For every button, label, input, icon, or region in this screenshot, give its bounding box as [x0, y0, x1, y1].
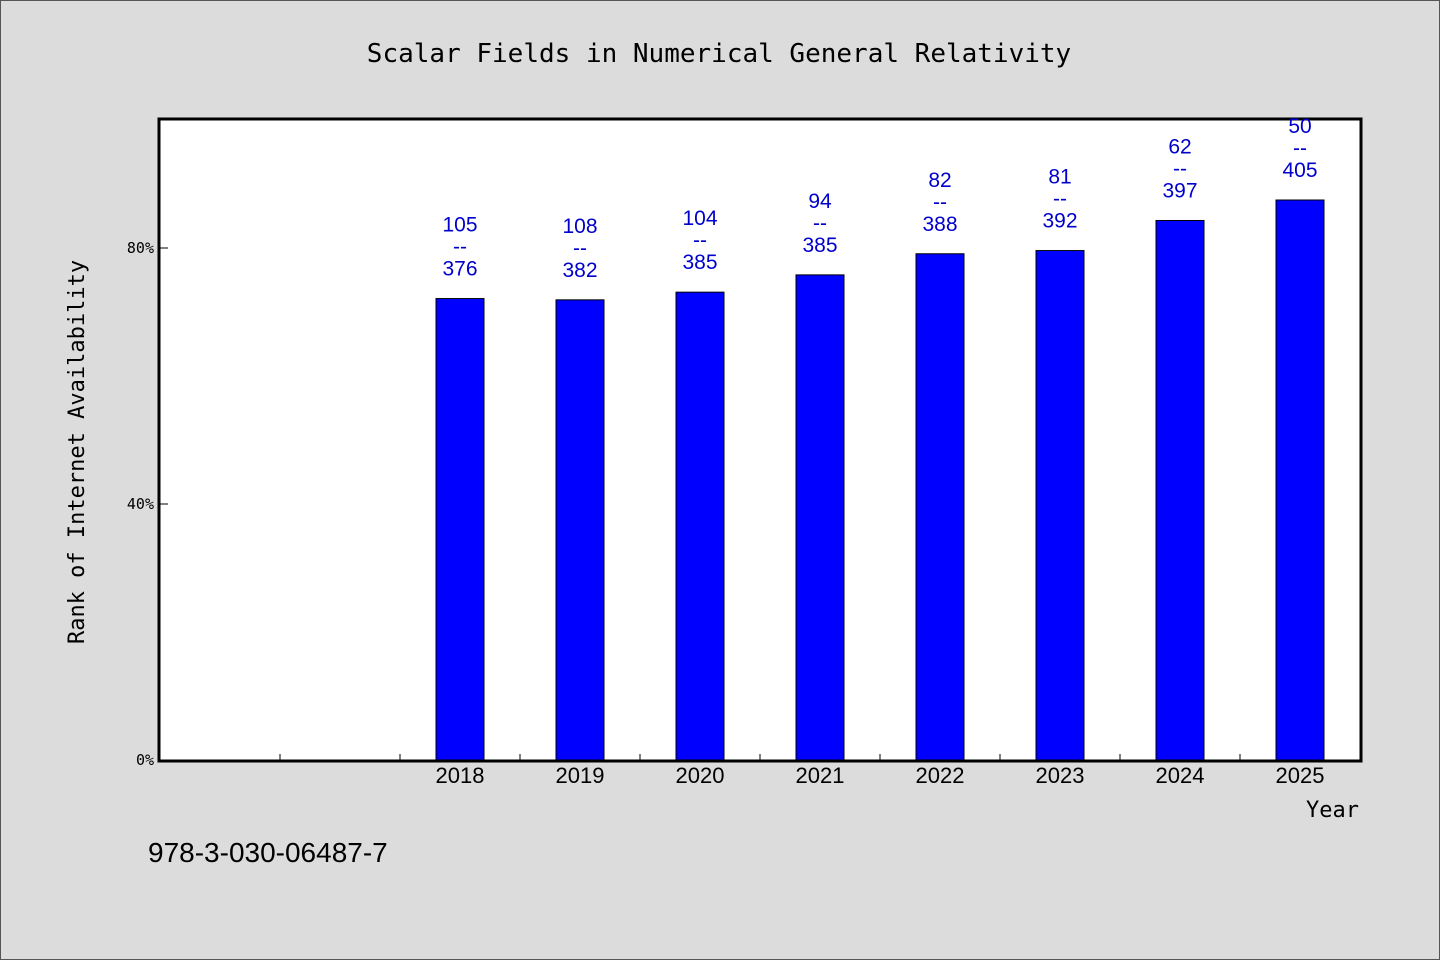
- bar: [555, 299, 605, 761]
- bar: [1035, 250, 1085, 761]
- x-tick-label: 2019: [556, 763, 605, 788]
- data-label: --: [453, 236, 467, 259]
- data-label: --: [573, 237, 587, 260]
- bar: [915, 253, 965, 761]
- x-tick-label: 2023: [1036, 763, 1085, 788]
- data-label: --: [1053, 188, 1067, 211]
- data-label: 82: [928, 169, 951, 192]
- x-axis-title: Year: [1306, 798, 1359, 823]
- y-axis-title: Rank of Internet Availability: [65, 260, 90, 644]
- data-label: 382: [562, 259, 597, 282]
- data-label: 405: [1282, 159, 1317, 182]
- x-tick-label: 2020: [676, 763, 725, 788]
- bar: [1155, 219, 1205, 761]
- data-label: --: [1173, 157, 1187, 180]
- axis-ticks: 0% 40% 80% 2018 2019 2020 2021 2022 2023 2024 2025: [127, 239, 1325, 788]
- chart-title: Scalar Fields in Numerical General Relat…: [367, 39, 1071, 69]
- y-tick-label: 0%: [136, 751, 154, 769]
- data-label: 108: [562, 215, 597, 238]
- data-label: --: [693, 229, 707, 252]
- data-label: --: [813, 212, 827, 235]
- data-label: 94: [808, 190, 832, 213]
- x-tick-label: 2021: [796, 763, 845, 788]
- x-tick-label: 2018: [436, 763, 485, 788]
- data-label: 62: [1168, 135, 1191, 158]
- bar: [795, 274, 845, 761]
- x-tick-label: 2025: [1276, 763, 1325, 788]
- data-label: 397: [1162, 179, 1197, 202]
- bars: [435, 199, 1325, 761]
- x-tick-label: 2022: [916, 763, 965, 788]
- data-label: 105: [442, 214, 477, 237]
- y-tick-label: 80%: [127, 239, 154, 257]
- data-label: 104: [682, 207, 717, 230]
- data-label: --: [1293, 137, 1307, 160]
- bar: [435, 298, 485, 761]
- data-labels: 105--376108--382104--38594--38582--38881…: [442, 115, 1317, 282]
- data-label: 376: [442, 258, 477, 281]
- data-label: 388: [922, 213, 957, 236]
- y-tick-label: 40%: [127, 495, 154, 513]
- data-label: --: [933, 191, 947, 214]
- bar: [675, 291, 725, 761]
- data-label: 392: [1042, 210, 1077, 233]
- data-label: 81: [1048, 166, 1071, 189]
- data-label: 385: [802, 234, 837, 257]
- data-label: 385: [682, 251, 717, 274]
- x-tick-label: 2024: [1156, 763, 1205, 788]
- bar: [1275, 199, 1325, 761]
- isbn-label: 978-3-030-06487-7: [148, 837, 388, 868]
- data-label: 50: [1288, 115, 1311, 138]
